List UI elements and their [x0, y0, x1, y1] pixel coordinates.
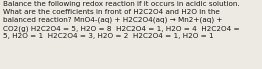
Text: Balance the following redox reaction if it occurs in acidic solution.
What are t: Balance the following redox reaction if … — [3, 1, 240, 39]
